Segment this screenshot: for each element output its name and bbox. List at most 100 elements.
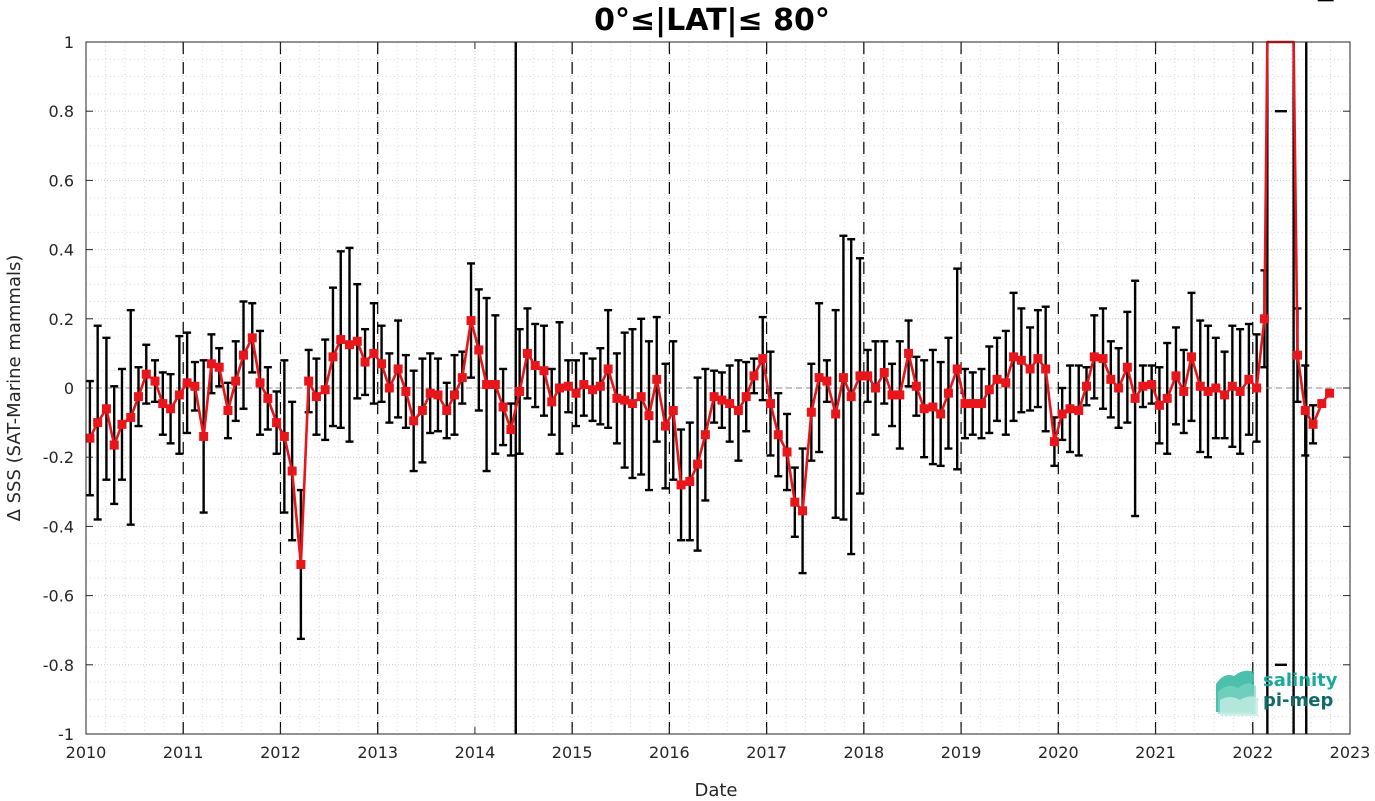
data-point [1065,404,1075,414]
y-tick-label: 0.4 [49,241,74,260]
y-tick-label: -0.8 [43,656,74,675]
data-point [1235,386,1245,396]
data-point [336,335,346,345]
data-point [377,359,387,369]
data-point [214,362,224,372]
data-point [457,373,467,383]
data-point [126,412,136,422]
data-point [1203,386,1213,396]
data-point [603,364,613,374]
data-point [344,340,354,350]
data-point [693,459,703,469]
data-point [782,447,792,457]
data-point [1244,374,1254,384]
data-point [466,316,476,326]
data-point [627,399,637,409]
data-point [814,373,824,383]
data-point [134,392,144,402]
data-point [766,399,776,409]
x-tick-label: 2010 [66,743,107,762]
data-point [717,395,727,405]
data-point [174,390,184,400]
data-point [384,383,394,393]
data-point [741,392,751,402]
data-point [223,405,233,415]
data-point [919,404,929,414]
x-tick-label: 2014 [455,743,496,762]
data-point [612,393,622,403]
data-point [992,374,1002,384]
x-tick-label: 2023 [1330,743,1371,762]
minor-grid [86,42,1350,734]
data-point [1106,374,1116,384]
data-point [1089,352,1099,362]
data-point [320,385,330,395]
data-point [1179,386,1189,396]
data-point [369,348,379,358]
data-point [1195,381,1205,391]
data-point [255,378,265,388]
data-point [85,433,95,443]
data-point [709,392,719,402]
data-point [1300,405,1310,415]
data-point [263,393,273,403]
data-point [1292,350,1302,360]
x-tick-label: 2017 [746,743,787,762]
data-point [588,385,598,395]
y-tick-label: -0.6 [43,587,74,606]
data-point [393,364,403,374]
data-point [1114,383,1124,393]
x-tick-label: 2019 [941,743,982,762]
data-point [93,418,103,428]
data-point [206,359,216,369]
data-point [644,411,654,421]
data-point [304,376,314,386]
data-point [1074,405,1084,415]
logo-line1: salinity [1263,670,1338,691]
data-point [831,409,841,419]
data-point [725,399,735,409]
data-point [822,376,832,386]
x-tick-label: 2018 [843,743,884,762]
data-point [943,388,953,398]
data-point [141,369,151,379]
data-point [409,416,419,426]
y-tick-label: 0 [64,379,74,398]
x-tick-label: 2013 [357,743,398,762]
x-tick-label: 2020 [1038,743,1079,762]
data-point [555,383,565,393]
x-tick-label: 2015 [552,743,593,762]
data-point [1122,362,1132,372]
x-tick-label: 2012 [260,743,301,762]
data-point [1227,381,1237,391]
data-markers [85,314,1335,569]
data-point [879,367,889,377]
data-point [1130,393,1140,403]
data-point [1016,355,1026,365]
y-tick-label: -0.2 [43,448,74,467]
data-point [895,390,905,400]
data-point [433,390,443,400]
data-point [1259,314,1269,324]
data-point [1171,371,1181,381]
data-point [676,480,686,490]
data-point [199,431,209,441]
data-point [1049,437,1059,447]
data-point [571,388,581,398]
data-point [239,350,249,360]
data-point [928,402,938,412]
x-axis-label: Date [694,780,737,801]
x-tick-label: 2016 [649,743,690,762]
data-point [515,386,525,396]
data-point [976,399,986,409]
data-point [838,373,848,383]
logo-line2: pi-mep [1263,690,1333,711]
data-point [1082,381,1092,391]
data-point [846,392,856,402]
data-point [360,357,370,367]
data-point [401,386,411,396]
axis-ticks [85,41,1351,735]
data-point [984,385,994,395]
data-point [1147,380,1157,390]
data-point [1057,409,1067,419]
